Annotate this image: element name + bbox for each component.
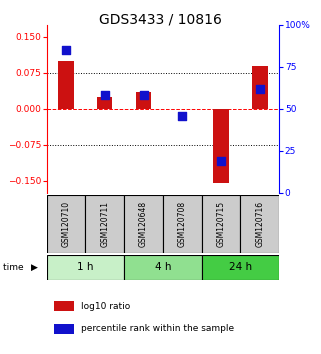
- Point: [63, 47, 68, 53]
- Point: [180, 113, 185, 118]
- Text: GSM120648: GSM120648: [139, 201, 148, 247]
- Point: [141, 93, 146, 98]
- Bar: [54, 324, 74, 333]
- Point: [102, 93, 107, 98]
- Bar: [124, 255, 202, 280]
- Bar: [202, 255, 279, 280]
- Text: percentile rank within the sample: percentile rank within the sample: [82, 324, 235, 333]
- Text: log10 ratio: log10 ratio: [82, 302, 131, 311]
- Bar: [213, 109, 229, 183]
- Bar: [54, 301, 74, 312]
- Bar: [124, 195, 163, 253]
- Bar: [136, 92, 151, 109]
- Text: ▶: ▶: [30, 263, 37, 272]
- Text: GSM120715: GSM120715: [217, 201, 226, 247]
- Text: GSM120708: GSM120708: [178, 201, 187, 247]
- Text: GSM120710: GSM120710: [61, 201, 70, 247]
- Bar: [47, 255, 124, 280]
- Text: GSM120711: GSM120711: [100, 201, 109, 247]
- Bar: [163, 195, 202, 253]
- Bar: [202, 195, 240, 253]
- Text: GSM120716: GSM120716: [256, 201, 265, 247]
- Bar: [240, 195, 279, 253]
- Bar: [97, 97, 112, 109]
- Bar: [252, 65, 268, 109]
- Text: 4 h: 4 h: [155, 262, 171, 272]
- Bar: [47, 195, 85, 253]
- Text: 1 h: 1 h: [77, 262, 94, 272]
- Text: 24 h: 24 h: [229, 262, 252, 272]
- Point: [257, 86, 263, 92]
- Point: [219, 158, 224, 164]
- Bar: [58, 61, 74, 109]
- Text: time: time: [3, 263, 27, 272]
- Bar: [85, 195, 124, 253]
- Text: GDS3433 / 10816: GDS3433 / 10816: [99, 12, 222, 27]
